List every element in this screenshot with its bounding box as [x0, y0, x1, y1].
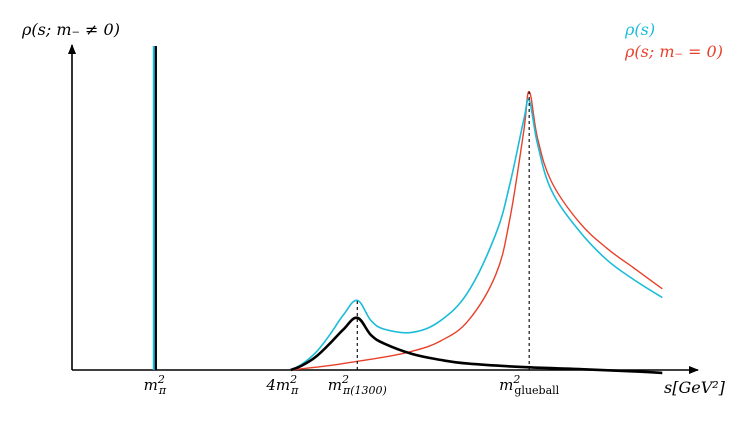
- series-layer: [152, 46, 663, 375]
- legend-rho-m0: ρ(s; m₋ = 0): [624, 42, 723, 61]
- tick-label-four-m-pi2: 4m2 π: [265, 373, 299, 397]
- tick-labels: m2 π 4m2 π m2 π(1300) m2 glueball: [144, 373, 560, 397]
- markers-layer: [356, 91, 530, 370]
- series-rho: [290, 98, 663, 371]
- y-axis-label: ρ(s; m₋ ≠ 0): [21, 20, 120, 39]
- x-axis-label: s[GeV²]: [664, 378, 726, 397]
- axes: [68, 44, 699, 374]
- tick-label-m-glueball2: m2 glueball: [499, 373, 560, 397]
- series-rho-mneq0: [290, 316, 663, 375]
- series-rho-m0: [290, 90, 663, 371]
- tick-label-m-pi2: m2 π: [144, 373, 167, 397]
- tick-label-m-pi1300-2: m2 π(1300): [328, 373, 387, 397]
- legend-rho: ρ(s): [624, 20, 655, 39]
